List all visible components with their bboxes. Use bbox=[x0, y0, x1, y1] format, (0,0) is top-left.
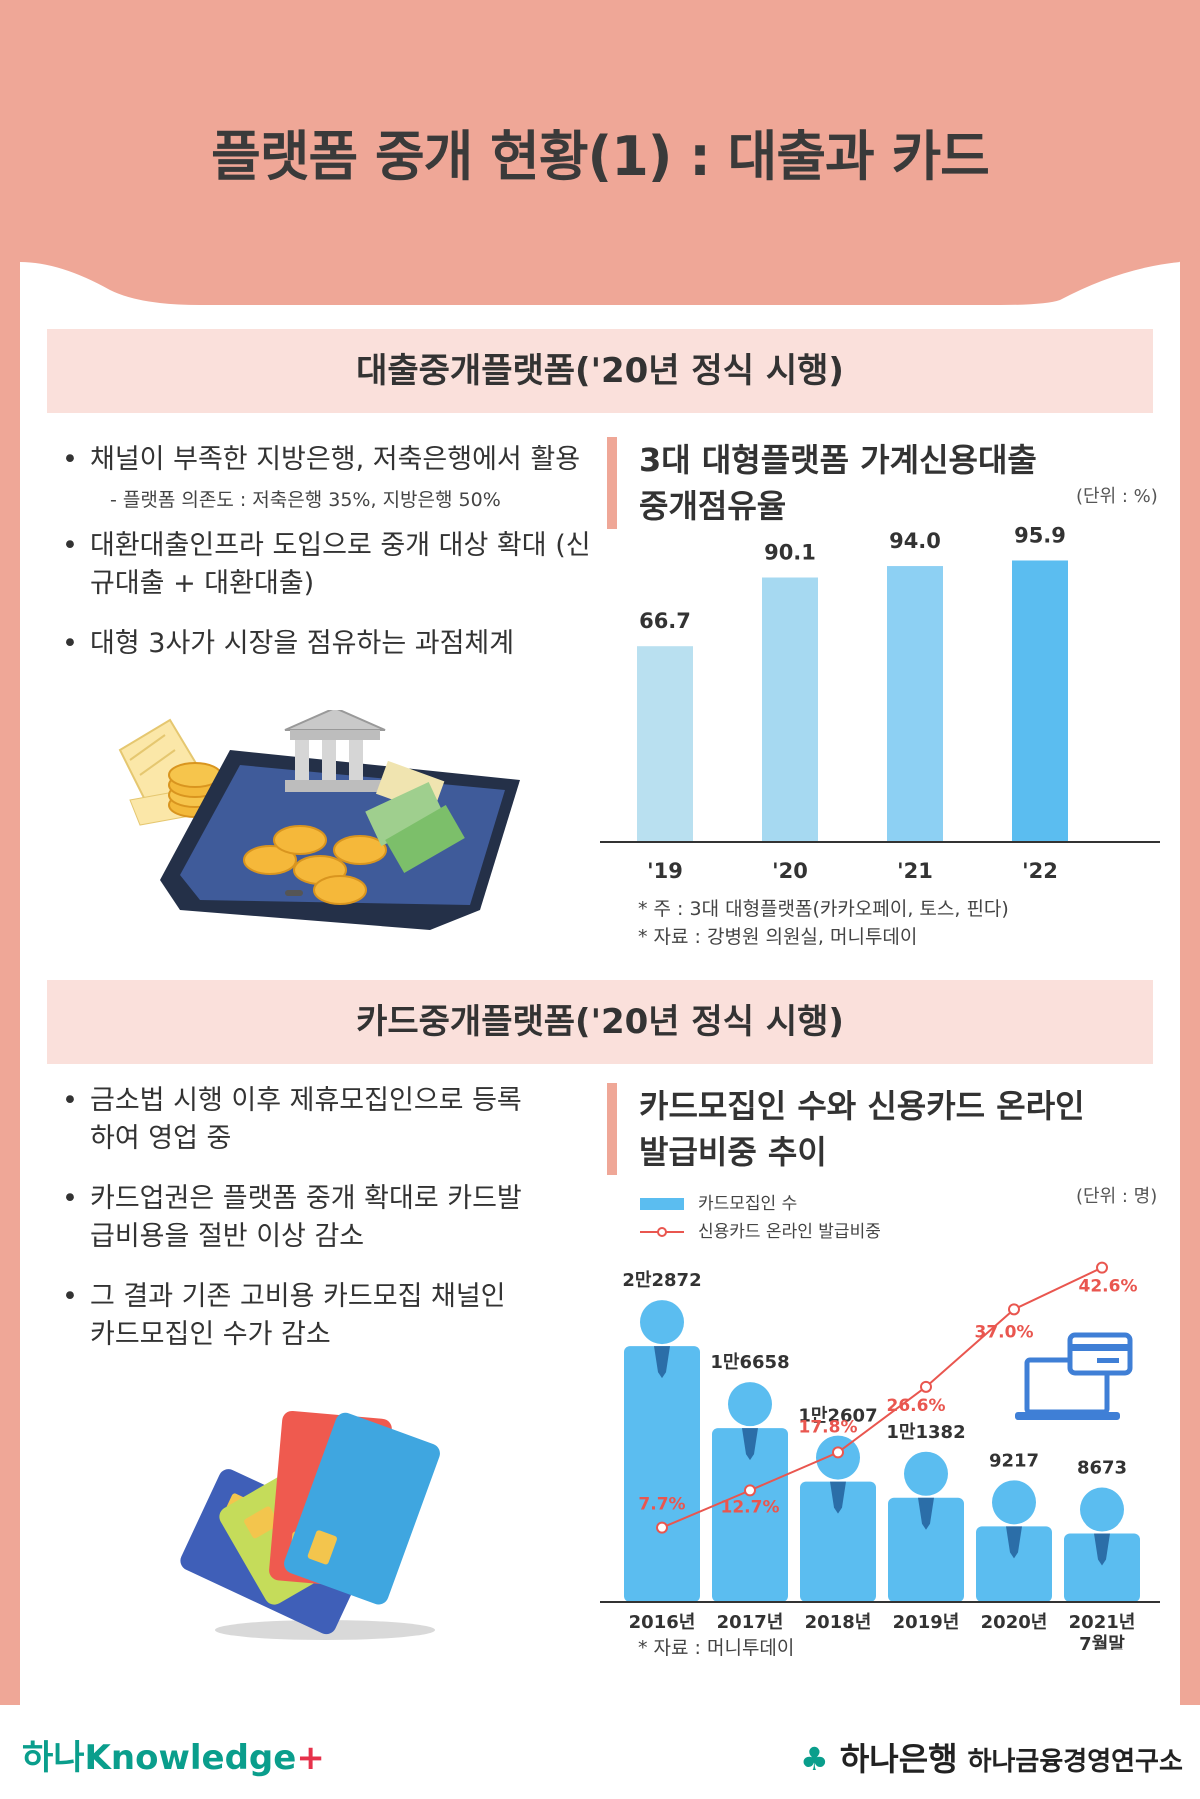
data-label: 2만2872 bbox=[622, 1270, 701, 1291]
data-label: 1만2607 bbox=[798, 1406, 877, 1427]
recruiter-head bbox=[728, 1382, 772, 1427]
page-title: 플랫폼 중개 현황(1) : 대출과 카드 bbox=[211, 125, 990, 188]
tie bbox=[1006, 1526, 1022, 1559]
data-label: 94.0 bbox=[889, 529, 941, 553]
loan-chart-title: 3대 대형플랫폼 가계신용대출 중개점유율 bbox=[607, 437, 1037, 529]
x-tick-label: 2018년 bbox=[805, 1612, 872, 1633]
recruiter-figure bbox=[1064, 1487, 1140, 1602]
bar bbox=[762, 577, 818, 842]
mobile-bank-illustration bbox=[118, 710, 520, 930]
recruiter-figure bbox=[712, 1382, 788, 1602]
bullet-item: 그 결과 기존 고비용 카드모집 채널인 카드모집인 수가 감소 bbox=[62, 1278, 532, 1354]
hana-symbol-icon: ♣ bbox=[800, 1740, 829, 1778]
tie bbox=[830, 1481, 846, 1514]
bullet-item: 대형 3사가 시장을 점유하는 과점체계 bbox=[62, 625, 622, 663]
line-data-label: 26.6% bbox=[887, 1396, 946, 1416]
line-data-label: 7.7% bbox=[638, 1495, 685, 1515]
line-data-label: 42.6% bbox=[1079, 1277, 1138, 1297]
line-point bbox=[1096, 1261, 1108, 1274]
card-chart-legend: 카드모집인 수 신용카드 온라인 발급비중 bbox=[640, 1190, 881, 1246]
bar bbox=[637, 646, 693, 842]
loan-bullet-list: 채널이 부족한 지방은행, 저축은행에서 활용 - 플랫폼 의존도 : 저축은행… bbox=[62, 441, 622, 685]
data-label: 1만1382 bbox=[886, 1422, 965, 1443]
line-point bbox=[832, 1446, 844, 1459]
laptop-card-icon bbox=[1015, 1332, 1133, 1420]
recruiter-figure bbox=[624, 1300, 700, 1602]
x-tick-label: 2016년 bbox=[629, 1612, 696, 1633]
bar bbox=[1064, 1533, 1140, 1602]
data-label: 90.1 bbox=[764, 541, 816, 565]
line-point bbox=[656, 1521, 668, 1534]
plus-icon: + bbox=[296, 1738, 325, 1778]
bar bbox=[888, 1497, 964, 1602]
x-tick-label: 2019년 bbox=[893, 1612, 960, 1633]
hana-bank-logo: ♣ 하나은행 하나금융경영연구소 bbox=[800, 1740, 1183, 1778]
recruiter-figure bbox=[800, 1435, 876, 1602]
recruiter-head bbox=[992, 1480, 1036, 1525]
bar bbox=[712, 1428, 788, 1602]
recruiter-head bbox=[904, 1451, 948, 1496]
data-label: 8673 bbox=[1077, 1458, 1127, 1479]
tie bbox=[918, 1497, 934, 1530]
card-recruiter-combo-chart: 2만2872 1만6658 1만2607 1만1382 9217 8673 2016년 201… bbox=[600, 1261, 1160, 1650]
legend-swatch-line bbox=[640, 1227, 684, 1237]
tie bbox=[742, 1428, 758, 1461]
sub-bullet: - 플랫폼 의존도 : 저축은행 35%, 지방은행 50% bbox=[110, 489, 501, 511]
line-point bbox=[920, 1380, 932, 1393]
data-label: 95.9 bbox=[1014, 523, 1066, 547]
legend-item-line: 신용카드 온라인 발급비중 bbox=[640, 1218, 881, 1246]
bullet-item: 채널이 부족한 지방은행, 저축은행에서 활용 - 플랫폼 의존도 : 저축은행… bbox=[62, 441, 622, 519]
legend-swatch-bar bbox=[640, 1198, 684, 1210]
data-label: 66.7 bbox=[639, 609, 691, 633]
card-bullet-list: 금소법 시행 이후 제휴모집인으로 등록하여 영업 중 카드업권은 플랫폼 중개… bbox=[62, 1082, 532, 1376]
loan-chart-notes: * 주 : 3대 대형플랫폼(카카오페이, 토스, 핀다) * 자료 : 강병원… bbox=[638, 898, 1009, 948]
line-point bbox=[744, 1484, 756, 1497]
series-line bbox=[661, 1266, 1103, 1529]
footer bbox=[0, 1705, 1200, 1799]
x-tick-label: 7월말 bbox=[1079, 1634, 1125, 1650]
x-tick-label: 2017년 bbox=[717, 1612, 784, 1633]
section-heading-card: 카드중개플랫폼('20년 정식 시행) bbox=[47, 980, 1153, 1064]
line-data-label: 12.7% bbox=[721, 1497, 780, 1517]
bar bbox=[1012, 560, 1068, 842]
recruiter-head bbox=[1080, 1487, 1124, 1532]
bullet-item: 카드업권은 플랫폼 중개 확대로 카드발급비용을 절반 이상 감소 bbox=[62, 1180, 532, 1256]
card-chart-notes: * 자료 : 머니투데이 bbox=[638, 1637, 795, 1659]
credit-cards-illustration bbox=[180, 1410, 440, 1640]
x-tick-label: '20 bbox=[772, 859, 808, 883]
legend-item-bar: 카드모집인 수 bbox=[640, 1190, 881, 1218]
card-chart-title: 카드모집인 수와 신용카드 온라인 발급비중 추이 bbox=[607, 1083, 1085, 1175]
data-label: 1만6658 bbox=[710, 1352, 789, 1373]
loan-share-bar-chart: 66.7 '19 90.1 '20 94.0 '21 95.9 '22 bbox=[600, 523, 1160, 883]
section-heading-loan: 대출중개플랫폼('20년 정식 시행) bbox=[47, 329, 1153, 413]
recruiter-figure bbox=[976, 1480, 1052, 1602]
data-label: 9217 bbox=[989, 1450, 1039, 1471]
x-tick-label: '19 bbox=[647, 859, 683, 883]
x-tick-label: 2021년 bbox=[1069, 1612, 1136, 1633]
card-chart-unit: (단위 : 명) bbox=[1076, 1186, 1158, 1207]
x-tick-label: 2020년 bbox=[981, 1612, 1048, 1633]
bar bbox=[624, 1346, 700, 1602]
bar bbox=[976, 1526, 1052, 1602]
line-data-label: 37.0% bbox=[975, 1322, 1034, 1342]
line-point bbox=[1008, 1303, 1020, 1316]
tie bbox=[654, 1346, 670, 1379]
recruiter-head bbox=[640, 1300, 684, 1345]
bullet-item: 대환대출인프라 도입으로 중개 대상 확대 (신규대출 + 대환대출) bbox=[62, 527, 610, 603]
bar bbox=[887, 566, 943, 842]
bullet-item: 금소법 시행 이후 제휴모집인으로 등록하여 영업 중 bbox=[62, 1082, 532, 1158]
x-tick-label: '21 bbox=[897, 859, 933, 883]
loan-chart-unit: (단위 : %) bbox=[1076, 486, 1158, 507]
x-tick-label: '22 bbox=[1022, 859, 1058, 883]
line-data-label: 17.8% bbox=[799, 1417, 858, 1437]
header-shape bbox=[0, 0, 1200, 305]
bar bbox=[800, 1481, 876, 1602]
hana-knowledge-logo: 하나Knowledge+ bbox=[22, 1738, 325, 1778]
tie bbox=[1094, 1533, 1110, 1566]
recruiter-figure bbox=[888, 1451, 964, 1602]
